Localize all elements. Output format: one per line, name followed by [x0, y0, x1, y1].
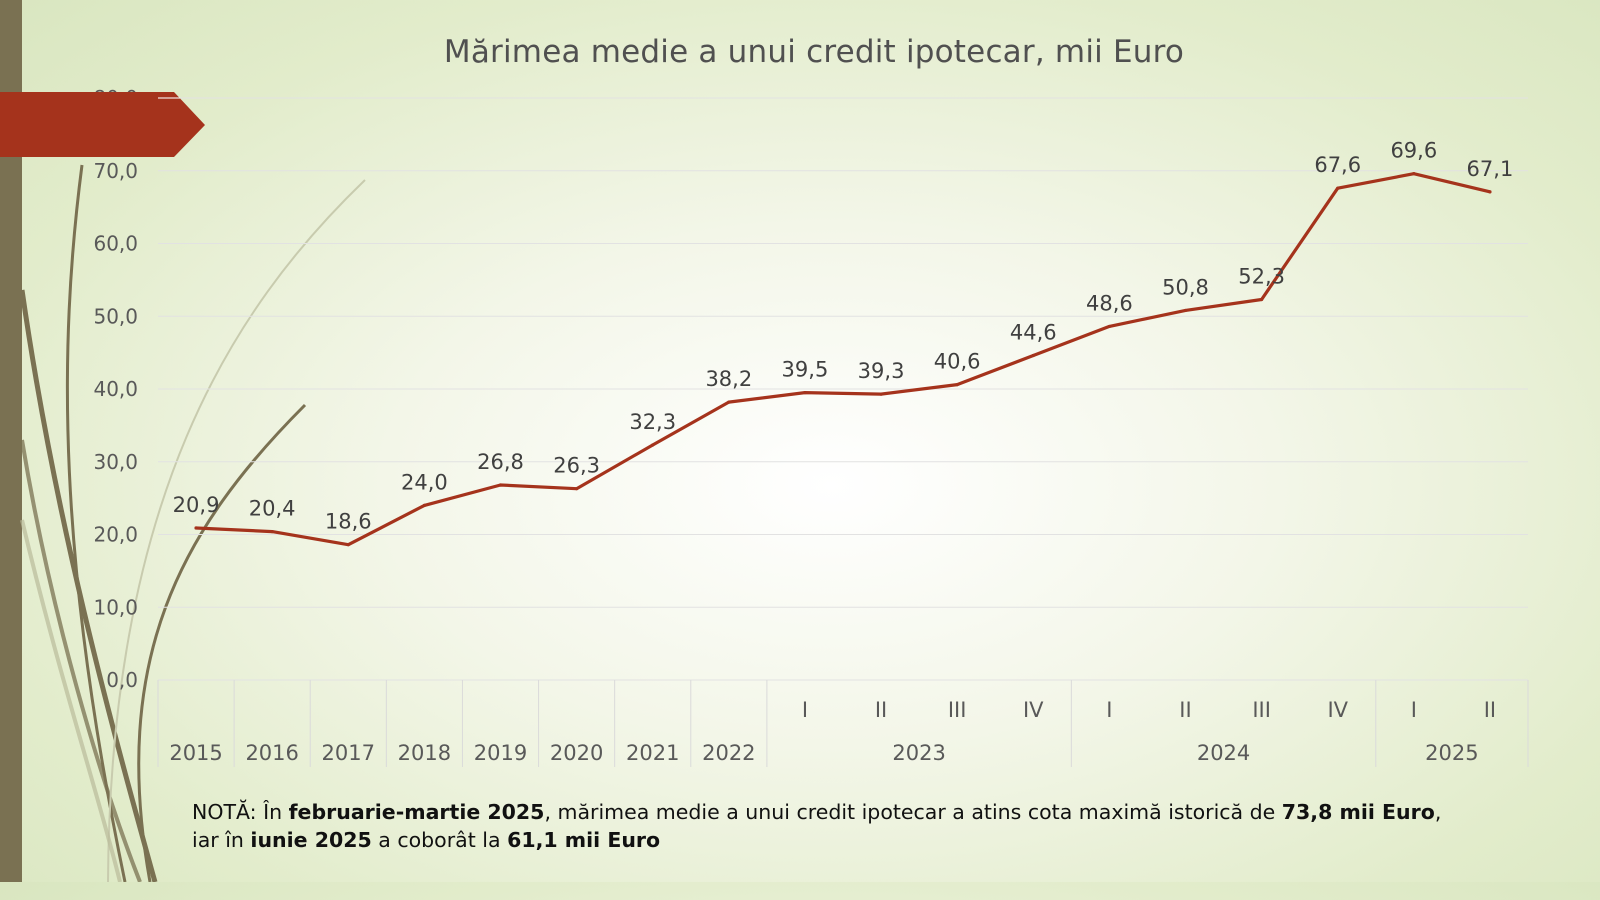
x-sub-label: II	[1179, 698, 1191, 722]
x-group-label: 2024	[1197, 741, 1250, 765]
data-label: 20,4	[249, 497, 296, 521]
x-group-label: 2017	[322, 741, 375, 765]
y-tick-label: 70,0	[93, 159, 138, 183]
line-chart: 2015 2016 2017 2018 2019 2020 2021 2022 2023 2024…	[0, 86, 1529, 767]
data-label: 38,2	[705, 367, 752, 391]
data-label: 40,6	[934, 350, 981, 374]
data-label: 39,3	[858, 359, 905, 383]
note-text: NOTĂ: În februarie-martie 2025, mărimea …	[192, 798, 1512, 854]
note-highlight-value: 61,1 mii Euro	[507, 828, 661, 852]
y-axis-tick-labels: 0,010,020,030,040,050,060,070,080,0	[93, 86, 138, 692]
data-label: 48,6	[1086, 291, 1133, 315]
data-label: 26,3	[553, 454, 600, 478]
data-point	[1412, 172, 1416, 176]
data-point	[1336, 186, 1340, 190]
note-text-part: , mărimea medie a unui credit ipotecar a…	[544, 800, 1282, 824]
gridlines	[158, 97, 1528, 681]
data-label: 26,8	[477, 450, 524, 474]
data-label: 20,9	[173, 493, 220, 517]
left-sidebar-bar	[0, 0, 22, 882]
note-text-part: ,	[1434, 800, 1442, 824]
data-point	[1031, 353, 1035, 358]
x-group-label: 2025	[1425, 741, 1478, 765]
y-tick-label: 30,0	[93, 450, 138, 474]
x-sub-label: I	[1106, 698, 1112, 722]
data-point	[346, 543, 350, 547]
x-group-label: 2020	[550, 741, 603, 765]
y-tick-label: 50,0	[93, 304, 138, 328]
decorative-curve	[20, 519, 122, 882]
chart-title: Mărimea medie a unui credit ipotecar, mi…	[443, 34, 1185, 70]
data-label: 67,1	[1467, 157, 1514, 181]
decorative-curve	[20, 439, 142, 882]
x-sub-label: I	[1411, 698, 1417, 722]
y-tick-label: 40,0	[93, 377, 138, 401]
y-tick-label: 60,0	[93, 232, 138, 256]
note-text-part: iar în	[192, 828, 251, 852]
decorative-curve	[65, 164, 127, 882]
x-sub-label: IV	[1327, 698, 1348, 722]
x-sub-label: II	[875, 698, 887, 722]
note-text-part: a coborât la	[371, 828, 508, 852]
data-point	[1183, 308, 1188, 313]
data-label: 18,6	[325, 510, 372, 534]
series-line	[194, 172, 1492, 547]
decorative-curve	[19, 289, 158, 882]
red-banner-shape	[0, 92, 205, 157]
data-label: 44,6	[1010, 321, 1057, 345]
data-point	[422, 503, 426, 507]
x-sub-label: II	[1484, 698, 1496, 722]
y-tick-label: 0,0	[106, 668, 138, 692]
data-point	[498, 483, 503, 487]
y-tick-label: 10,0	[93, 595, 138, 619]
x-group-label: 2015	[169, 741, 222, 765]
data-point	[1260, 297, 1264, 302]
data-labels: 20,9 20,4 18,6 24,0 26,8 26,3 32,3 38,2 39,5 39,3…	[173, 139, 1514, 534]
note-highlight-june: iunie 2025	[250, 828, 372, 852]
data-label: 24,0	[401, 470, 448, 494]
data-point	[727, 400, 731, 404]
x-sub-label: III	[1252, 698, 1271, 722]
x-sub-label: IV	[1023, 698, 1044, 722]
data-point	[879, 392, 883, 396]
x-sub-label: I	[802, 698, 808, 722]
data-point	[803, 391, 807, 395]
x-group-label: 2022	[702, 741, 755, 765]
data-point	[1107, 324, 1111, 329]
data-point	[194, 526, 198, 530]
title-banner	[0, 92, 205, 157]
decorative-curve	[107, 179, 366, 882]
data-label: 52,3	[1238, 265, 1285, 289]
x-axis: 2015 2016 2017 2018 2019 2020 2021 2022 2023 2024…	[157, 680, 1529, 767]
x-group-label: 2023	[892, 741, 945, 765]
data-label: 69,6	[1390, 139, 1437, 163]
data-point	[270, 529, 274, 534]
y-tick-label: 20,0	[93, 523, 138, 547]
data-point	[575, 487, 579, 491]
note-text-part: NOTĂ: În	[192, 800, 289, 824]
note-highlight-max: 73,8 mii Euro	[1281, 800, 1435, 824]
x-group-label: 2021	[626, 741, 679, 765]
data-point	[651, 443, 655, 447]
data-label: 32,3	[629, 410, 676, 434]
data-point	[1488, 190, 1492, 194]
x-group-label: 2016	[245, 741, 298, 765]
data-label: 39,5	[782, 358, 829, 382]
series-line-layer	[194, 172, 1492, 547]
data-point	[955, 383, 959, 387]
data-label: 50,8	[1162, 275, 1209, 299]
data-label: 67,6	[1314, 153, 1361, 177]
x-group-label: 2019	[474, 741, 527, 765]
note-highlight-period: februarie-martie 2025	[288, 800, 545, 824]
x-sub-label: III	[948, 698, 967, 722]
x-group-label: 2018	[398, 741, 451, 765]
